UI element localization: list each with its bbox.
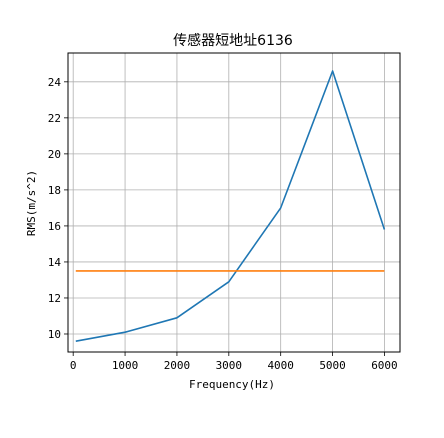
x-tick-label: 6000 bbox=[371, 359, 398, 372]
y-tick-label: 24 bbox=[48, 76, 62, 89]
y-tick-label: 20 bbox=[48, 148, 61, 161]
y-tick-label: 12 bbox=[48, 292, 61, 305]
x-tick-label: 0 bbox=[70, 359, 77, 372]
y-tick-label: 14 bbox=[48, 256, 62, 269]
y-tick-label: 22 bbox=[48, 112, 61, 125]
series-line-1 bbox=[75, 70, 386, 342]
series-group bbox=[75, 70, 386, 342]
y-tick-label: 18 bbox=[48, 184, 61, 197]
y-tick-label: 10 bbox=[48, 328, 61, 341]
x-tick-label: 3000 bbox=[216, 359, 243, 372]
plot-frame bbox=[67, 52, 401, 353]
x-tick-label: 1000 bbox=[112, 359, 139, 372]
x-tick-label: 2000 bbox=[164, 359, 191, 372]
y-axis-label: RMS(m/s^2) bbox=[25, 170, 38, 236]
y-tick-label: 16 bbox=[48, 220, 61, 233]
chart-title: 传感器短地址6136 bbox=[173, 32, 293, 49]
x-tick-label: 5000 bbox=[319, 359, 346, 372]
x-axis-ticks: 0 1000 2000 3000 4000 5000 6000 bbox=[70, 352, 398, 372]
x-axis-label: Frequency(Hz) bbox=[189, 378, 275, 391]
y-axis-ticks: 10 12 14 16 18 20 22 24 bbox=[48, 76, 68, 341]
grid bbox=[68, 53, 400, 352]
x-tick-label: 4000 bbox=[267, 359, 294, 372]
